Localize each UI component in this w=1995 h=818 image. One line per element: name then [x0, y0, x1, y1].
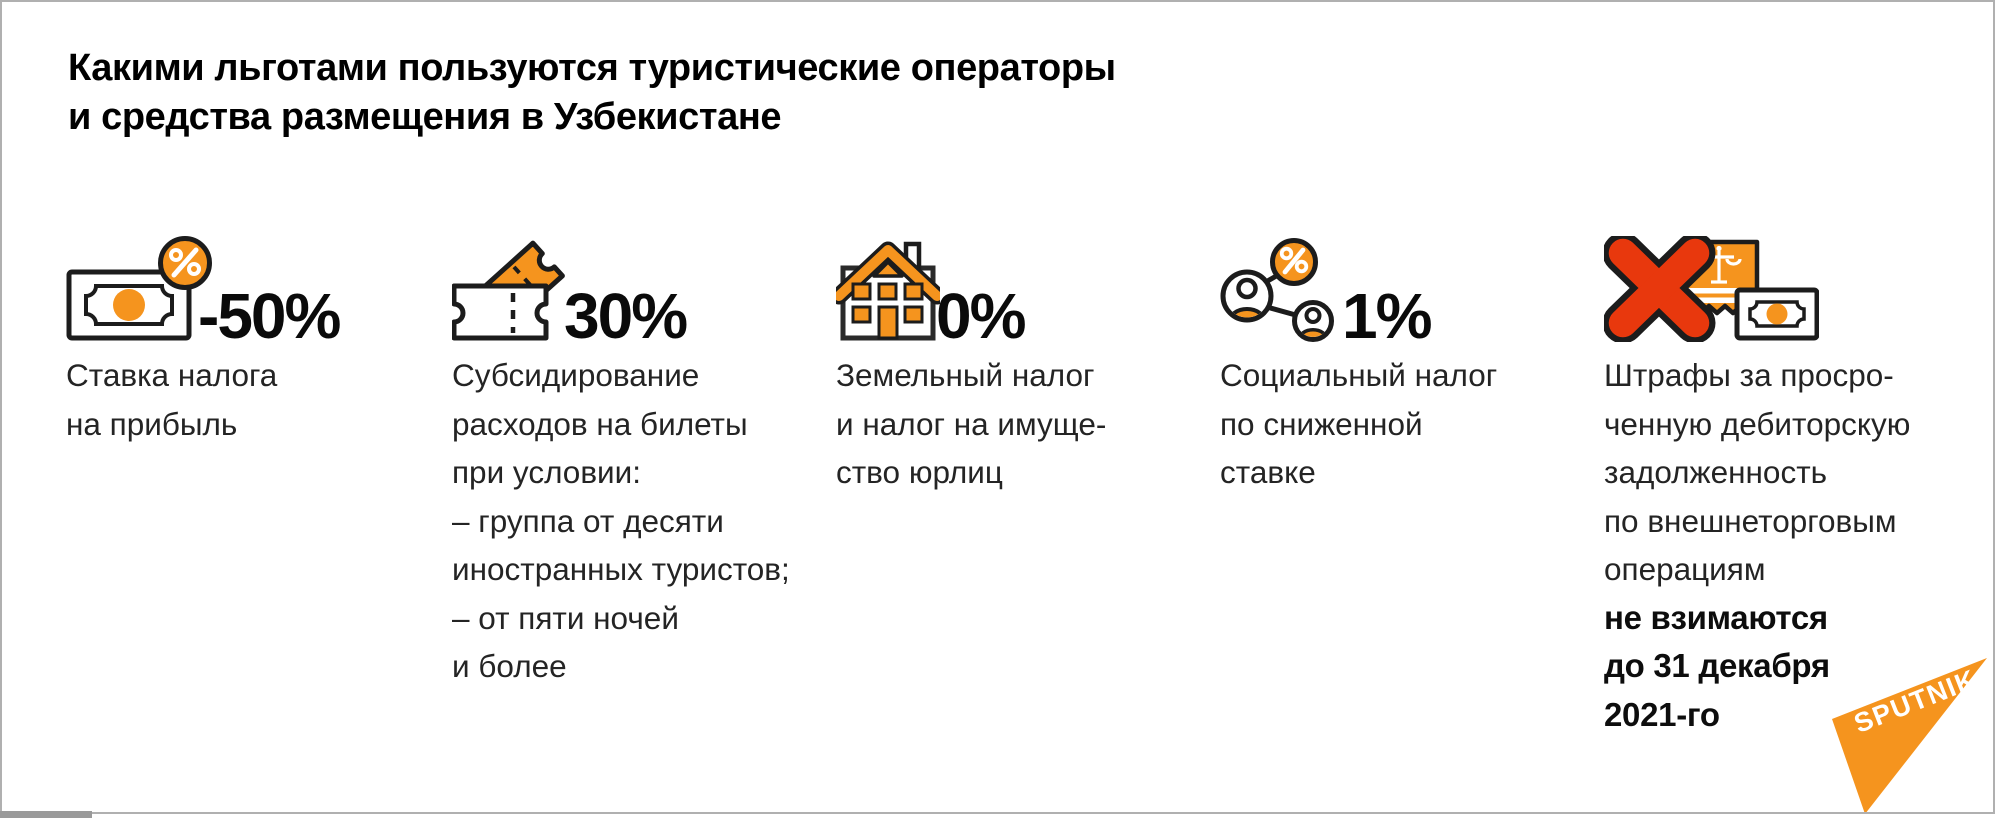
- value-social-tax: 1%: [1342, 280, 1432, 352]
- column-fines: Штрафы за просро- ченную дебиторскую зад…: [1604, 236, 1995, 739]
- percent-badge: [158, 236, 212, 290]
- desc-line: ство юрлиц: [836, 454, 1003, 490]
- fines-icon-row: [1604, 236, 1995, 342]
- column-land-tax: 0% Земельный налог и налог на имуще- ств…: [836, 236, 1228, 497]
- title-line-2: и средства размещения в Узбекистане: [68, 96, 782, 138]
- sputnik-logo: SPUTNIK: [1832, 658, 1987, 814]
- land-tax-description: Земельный налог и налог на имуще- ство ю…: [836, 351, 1228, 497]
- title-line-1: Какими льготами пользуются туристические…: [68, 47, 1116, 89]
- value-profit-tax: -50%: [198, 280, 341, 352]
- profit-tax-icon-row: -50%: [66, 236, 458, 352]
- social-tax-description: Социальный налог по сниженной ставке: [1220, 351, 1612, 497]
- tickets-icon: [452, 240, 565, 341]
- fines-bold-line: не взимаются: [1604, 598, 1828, 636]
- desc-line: Субсидирование: [452, 357, 700, 393]
- desc-line: – от пяти ночей: [452, 599, 679, 636]
- percent-node: [1270, 238, 1318, 286]
- desc-line: – группа от десяти: [452, 502, 724, 539]
- desc-line: по сниженной: [1220, 405, 1423, 442]
- desc-line: и более: [452, 648, 567, 684]
- land-tax-icon-row: 0%: [836, 236, 1228, 352]
- column-ticket-subsidy: 30% Субсидирование расходов на билеты пр…: [452, 236, 844, 691]
- desc-line: задолженность: [1604, 454, 1828, 490]
- fines-bold-line: до 31 декабря: [1604, 647, 1830, 684]
- value-ticket-subsidy: 30%: [564, 280, 688, 352]
- value-land-tax: 0%: [936, 280, 1026, 352]
- desc-line: Штрафы за просро-: [1604, 357, 1894, 393]
- desc-line: по внешнеторговым: [1604, 502, 1897, 539]
- cancelled-fines-icon: [1604, 236, 1819, 342]
- page-title: Какими льготами пользуются туристические…: [68, 44, 1116, 142]
- column-social-tax: 1% Социальный налог по сниженной ставке: [1220, 236, 1612, 497]
- profit-tax-description: Ставка налога на прибыль: [66, 351, 458, 448]
- social-network-percent-icon: [1220, 238, 1334, 342]
- ticket-subsidy-description: Субсидирование расходов на билеты при ус…: [452, 351, 844, 691]
- desc-line: Земельный налог: [836, 357, 1095, 393]
- column-profit-tax: -50% Ставка налога на прибыль: [66, 236, 458, 448]
- person-node-small: [1292, 300, 1334, 342]
- social-tax-icon-row: 1%: [1220, 236, 1612, 352]
- fines-description: Штрафы за просро- ченную дебиторскую зад…: [1604, 351, 1995, 739]
- desc-line: ставке: [1220, 454, 1316, 490]
- desc-line: операциям: [1604, 551, 1766, 587]
- banknote-percent-icon: [66, 236, 212, 341]
- scrollbar-fragment: [0, 811, 92, 818]
- person-node-large: [1220, 269, 1274, 323]
- red-cross-icon: [1604, 236, 1716, 342]
- ticket-subsidy-icon-row: 30%: [452, 236, 844, 352]
- desc-line: при условии:: [452, 454, 641, 490]
- house-icon: [836, 241, 940, 341]
- desc-line: Ставка налога: [66, 357, 278, 393]
- banknote-small: [1734, 287, 1819, 341]
- desc-line: на прибыль: [66, 405, 238, 442]
- desc-line: иностранных туристов;: [452, 551, 790, 587]
- desc-line: Социальный налог: [1220, 357, 1498, 393]
- desc-line: ченную дебиторскую: [1604, 405, 1911, 442]
- fines-bold-line: 2021-го: [1604, 695, 1720, 733]
- desc-line: расходов на билеты: [452, 405, 748, 442]
- desc-line: и налог на имуще-: [836, 405, 1107, 442]
